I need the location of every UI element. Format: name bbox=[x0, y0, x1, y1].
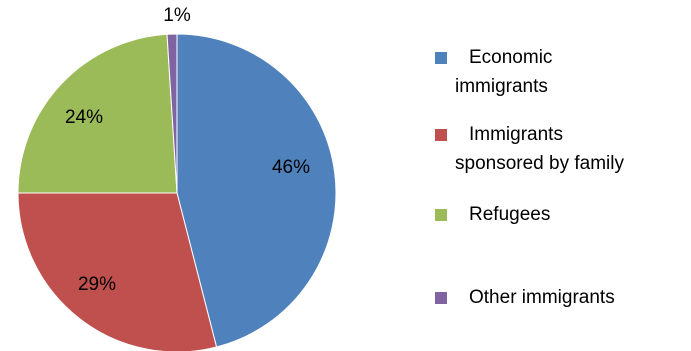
legend-label-economic-immigrants-line-1: Economic bbox=[469, 47, 552, 68]
legend-entry-immigrants-sponsored-by-family: Immigrants sponsored by family bbox=[435, 124, 624, 174]
legend-marker-refugees bbox=[435, 209, 447, 221]
data-label-immigrants-sponsored-by-family: 29% bbox=[78, 274, 116, 295]
data-label-economic-immigrants: 46% bbox=[272, 157, 310, 178]
pie-slices bbox=[17, 33, 337, 351]
pie-slice-other-immigrants bbox=[166, 33, 178, 194]
legend-marker-economic-immigrants bbox=[435, 52, 447, 64]
legend-marker-immigrants-sponsored-by-family bbox=[435, 129, 447, 141]
legend-entry-refugees: Refugees bbox=[435, 204, 550, 225]
legend-label-refugees: Refugees bbox=[469, 204, 550, 225]
data-label-refugees: 24% bbox=[65, 107, 103, 128]
legend: Economic immigrants Immigrants sponsored by… bbox=[435, 47, 624, 308]
legend-label-economic-immigrants-line-2: immigrants bbox=[455, 76, 548, 97]
data-label-other-immigrants: 1% bbox=[163, 5, 191, 26]
legend-label-immigrants-sponsored-by-family-line-2: sponsored by family bbox=[455, 153, 624, 174]
legend-label-other-immigrants: Other immigrants bbox=[469, 287, 615, 308]
pie-slice-refugees bbox=[17, 33, 178, 194]
pie-slice-economic-immigrants bbox=[176, 33, 337, 348]
pie-slice-immigrants-sponsored-by-family bbox=[17, 192, 218, 351]
legend-entry-other-immigrants: Other immigrants bbox=[435, 287, 615, 308]
pie-data-labels: 46% 29% 24% 1% bbox=[65, 5, 310, 295]
legend-entry-economic-immigrants: Economic immigrants bbox=[435, 47, 552, 97]
legend-label-immigrants-sponsored-by-family-line-1: Immigrants bbox=[469, 124, 563, 145]
legend-marker-other-immigrants bbox=[435, 292, 447, 304]
